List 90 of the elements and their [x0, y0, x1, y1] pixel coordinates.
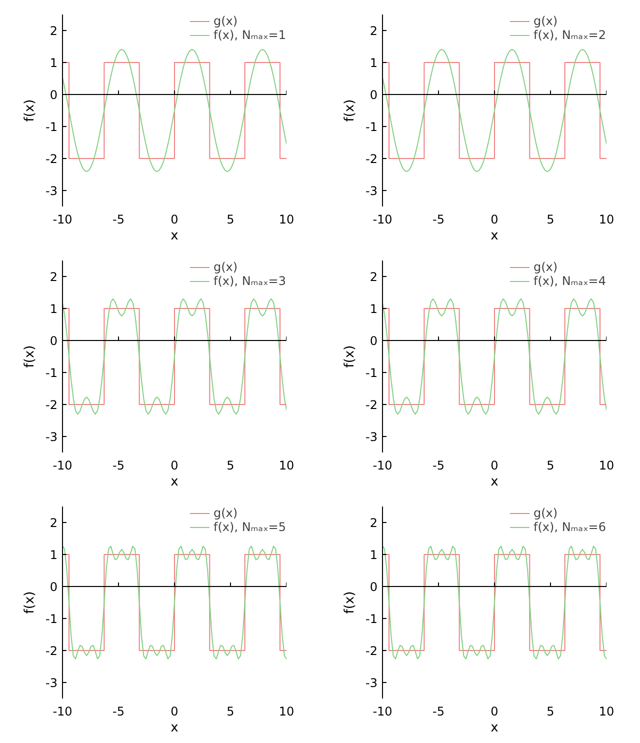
x-tick-label: 0: [170, 458, 178, 472]
x-tick-label: 10: [598, 212, 614, 226]
x-tick-label: -10: [372, 212, 392, 226]
y-tick-label: -1: [366, 120, 378, 134]
y-tick-label: 2: [370, 270, 378, 284]
y-tick-label: -3: [366, 676, 378, 690]
x-tick-label: 10: [278, 458, 294, 472]
legend-label: g(x): [534, 506, 558, 520]
legend-label: f(x), Nₘₐₓ=4: [534, 274, 606, 288]
y-tick-label: 0: [50, 88, 58, 102]
legend-label: g(x): [214, 14, 238, 28]
y-tick-label: 1: [370, 548, 378, 562]
x-tick-label: -5: [432, 704, 444, 718]
y-tick-label: 1: [50, 548, 58, 562]
x-tick-label: -5: [112, 212, 124, 226]
legend-label: f(x), Nₘₐₓ=3: [214, 274, 286, 288]
x-axis-title: x: [490, 474, 499, 490]
legend-label: f(x), Nₘₐₓ=6: [534, 520, 606, 534]
legend-label: g(x): [214, 260, 238, 274]
x-tick-label: 5: [546, 704, 554, 718]
y-axis-title: f(x): [342, 345, 358, 368]
x-tick-label: 0: [490, 212, 498, 226]
y-tick-label: -1: [46, 612, 58, 626]
x-axis-title: x: [490, 228, 499, 244]
y-tick-label: 2: [50, 24, 58, 38]
x-tick-label: -10: [52, 704, 72, 718]
x-tick-label: 0: [170, 704, 178, 718]
legend-label: g(x): [534, 14, 558, 28]
y-tick-label: -1: [366, 612, 378, 626]
y-tick-label: -1: [46, 120, 58, 134]
legend-label: g(x): [534, 260, 558, 274]
x-tick-label: 0: [490, 458, 498, 472]
x-axis-title: x: [170, 228, 179, 244]
y-axis-title: f(x): [22, 345, 38, 368]
x-tick-label: 5: [546, 458, 554, 472]
x-tick-label: 10: [278, 704, 294, 718]
legend-label: f(x), Nₘₐₓ=2: [534, 28, 606, 42]
y-axis-title: f(x): [22, 591, 38, 614]
y-tick-label: 2: [50, 270, 58, 284]
y-axis-title: f(x): [22, 99, 38, 122]
y-tick-label: -3: [46, 184, 58, 198]
x-tick-label: -5: [112, 704, 124, 718]
y-axis-title: f(x): [342, 99, 358, 122]
x-tick-label: 10: [598, 458, 614, 472]
x-tick-label: 5: [226, 458, 234, 472]
y-tick-label: 2: [50, 516, 58, 530]
x-axis-title: x: [170, 474, 179, 490]
x-tick-label: 10: [598, 704, 614, 718]
x-tick-label: 5: [226, 212, 234, 226]
legend-label: f(x), Nₘₐₓ=1: [214, 28, 286, 42]
x-axis-title: x: [170, 720, 179, 736]
x-tick-label: -10: [372, 704, 392, 718]
y-tick-label: 1: [50, 56, 58, 70]
y-tick-label: -1: [366, 366, 378, 380]
y-tick-label: 0: [370, 334, 378, 348]
x-axis-title: x: [490, 720, 499, 736]
x-tick-label: -10: [52, 458, 72, 472]
x-tick-label: 5: [546, 212, 554, 226]
y-tick-label: 2: [370, 24, 378, 38]
y-tick-label: 2: [370, 516, 378, 530]
x-tick-label: 0: [490, 704, 498, 718]
x-tick-label: -5: [432, 212, 444, 226]
x-tick-label: -5: [432, 458, 444, 472]
x-tick-label: -10: [52, 212, 72, 226]
y-tick-label: -1: [46, 366, 58, 380]
x-tick-label: 0: [170, 212, 178, 226]
legend-label: g(x): [214, 506, 238, 520]
y-tick-label: -2: [46, 398, 58, 412]
y-tick-label: 1: [370, 302, 378, 316]
y-tick-label: 0: [50, 580, 58, 594]
x-tick-label: 10: [278, 212, 294, 226]
y-tick-label: 1: [370, 56, 378, 70]
y-tick-label: -3: [46, 676, 58, 690]
y-tick-label: -3: [46, 430, 58, 444]
legend-label: f(x), Nₘₐₓ=5: [214, 520, 286, 534]
y-tick-label: 0: [50, 334, 58, 348]
y-axis-title: f(x): [342, 591, 358, 614]
y-tick-label: 1: [50, 302, 58, 316]
y-tick-label: -2: [366, 398, 378, 412]
y-tick-label: -3: [366, 184, 378, 198]
y-tick-label: -2: [366, 644, 378, 658]
y-tick-label: -2: [46, 644, 58, 658]
y-tick-label: -3: [366, 430, 378, 444]
x-tick-label: 5: [226, 704, 234, 718]
y-tick-label: -2: [46, 152, 58, 166]
y-tick-label: 0: [370, 88, 378, 102]
y-tick-label: -2: [366, 152, 378, 166]
y-tick-label: 0: [370, 580, 378, 594]
x-tick-label: -5: [112, 458, 124, 472]
x-tick-label: -10: [372, 458, 392, 472]
